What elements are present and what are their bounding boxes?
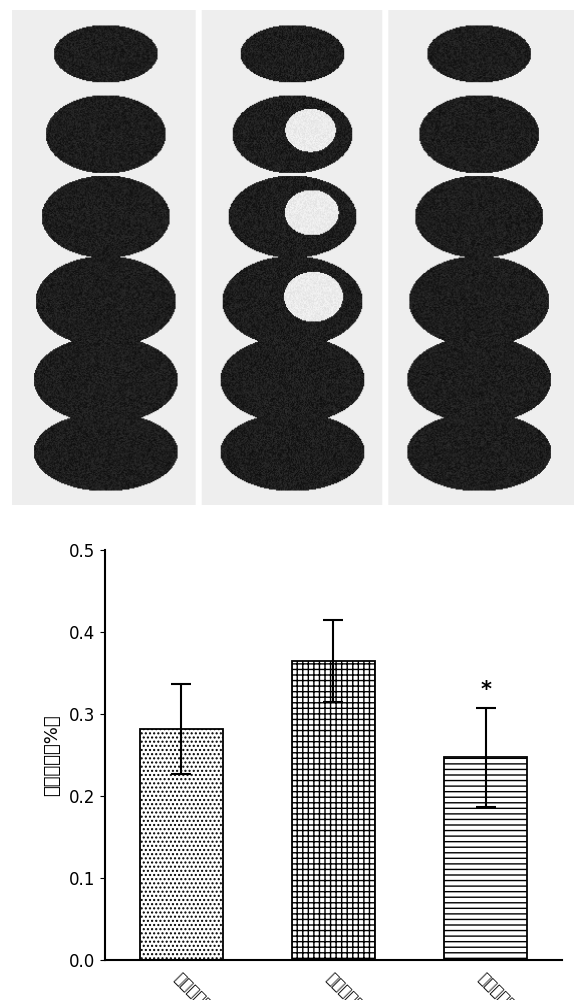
Bar xyxy=(291,661,376,960)
Bar xyxy=(443,757,527,960)
Bar xyxy=(139,729,223,960)
Y-axis label: 棗死体积（%）: 棗死体积（%） xyxy=(43,714,61,796)
Text: *: * xyxy=(480,680,491,700)
